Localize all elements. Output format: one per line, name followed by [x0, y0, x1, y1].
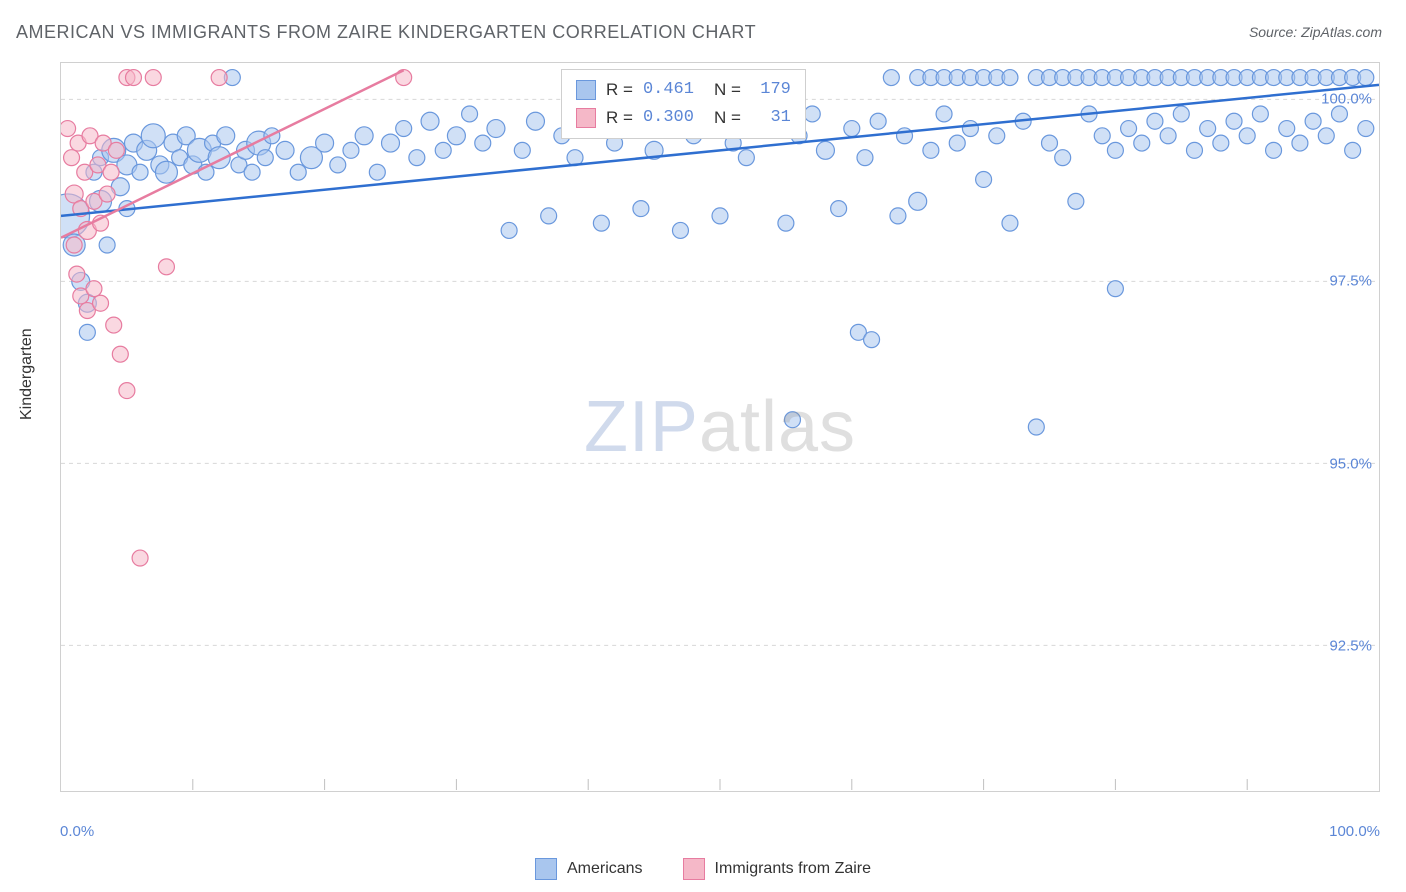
- chart-title: AMERICAN VS IMMIGRANTS FROM ZAIRE KINDER…: [16, 22, 756, 43]
- stats-n-value: 31: [751, 104, 791, 132]
- y-axis-label: Kindergarten: [18, 328, 36, 420]
- legend-item: Immigrants from Zaire: [683, 858, 871, 880]
- y-tick-label: 92.5%: [1329, 638, 1372, 655]
- stats-r-value: 0.461: [643, 76, 694, 104]
- y-tick-label: 97.5%: [1329, 273, 1372, 290]
- legend-label: Americans: [567, 860, 643, 878]
- stats-swatch: [576, 108, 596, 128]
- legend-label: Immigrants from Zaire: [715, 860, 871, 878]
- x-axis-label-left: 0.0%: [60, 823, 94, 840]
- stats-r-label: R =: [606, 104, 633, 132]
- y-tick-label: 95.0%: [1329, 455, 1372, 472]
- stats-n-label: N =: [714, 104, 741, 132]
- legend-swatch: [535, 858, 557, 880]
- stats-legend-box: R = 0.461 N = 179 R = 0.300 N = 31: [561, 69, 806, 139]
- legend-item: Americans: [535, 858, 643, 880]
- x-axis-label-right: 100.0%: [1329, 823, 1380, 840]
- chart-plot-area: ZIPatlas R =0.461N =179R =0.300N =31: [60, 62, 1380, 792]
- y-tick-label: 100.0%: [1321, 90, 1372, 107]
- bottom-legend: Americans Immigrants from Zaire: [0, 858, 1406, 880]
- stats-swatch: [576, 80, 596, 100]
- stats-n-value: 179: [751, 76, 791, 104]
- source-label: Source: ZipAtlas.com: [1249, 24, 1382, 40]
- stats-r-value: 0.300: [643, 104, 694, 132]
- stats-n-label: N =: [714, 76, 741, 104]
- stats-r-label: R =: [606, 76, 633, 104]
- legend-swatch: [683, 858, 705, 880]
- stats-row: R = 0.300 N = 31: [576, 104, 791, 132]
- stats-row: R = 0.461 N = 179: [576, 76, 791, 104]
